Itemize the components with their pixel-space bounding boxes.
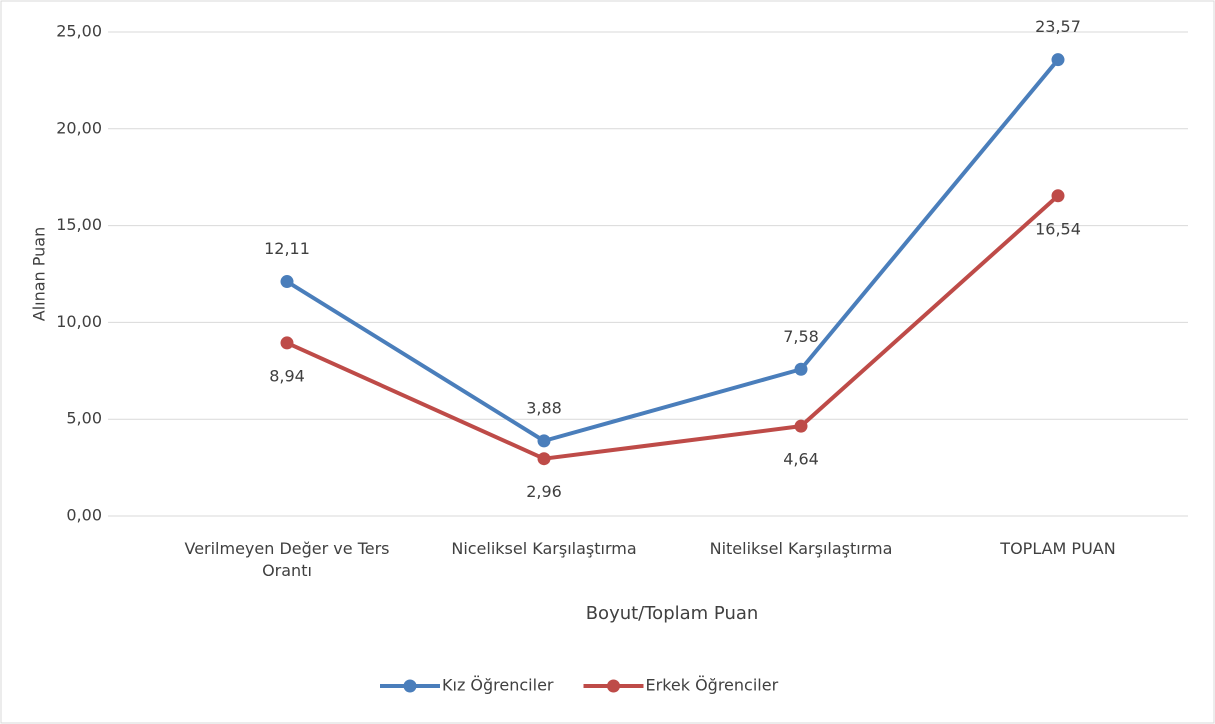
- legend-marker: [403, 679, 417, 693]
- data-label: 12,11: [264, 239, 310, 258]
- data-point: [537, 434, 551, 448]
- legend-label: Erkek Öğrenciler: [646, 676, 779, 695]
- y-tick-label: 15,00: [56, 215, 102, 234]
- y-tick-label: 0,00: [66, 506, 102, 525]
- data-point: [280, 336, 294, 350]
- data-label: 16,54: [1035, 219, 1081, 238]
- x-tick-label: Verilmeyen Değer ve Ters Orantı: [184, 539, 390, 580]
- data-point: [1051, 53, 1065, 67]
- legend-label: Kız Öğrenciler: [442, 676, 554, 695]
- series-line: [285, 58, 1060, 443]
- x-tick-label: Niceliksel Karşılaştırma: [451, 539, 637, 558]
- x-tick-label: TOPLAM PUAN: [1000, 539, 1116, 558]
- data-point: [794, 419, 808, 433]
- data-point: [280, 275, 294, 289]
- x-axis-title: Boyut/Toplam Puan: [586, 603, 759, 624]
- y-tick-label: 10,00: [56, 312, 102, 331]
- data-label: 8,94: [269, 366, 305, 385]
- data-label: 4,64: [783, 450, 819, 469]
- data-label: 3,88: [526, 398, 562, 417]
- y-tick-label: 5,00: [66, 409, 102, 428]
- data-point: [1051, 189, 1065, 203]
- y-tick-label: 25,00: [56, 22, 102, 41]
- y-tick-label: 20,00: [56, 118, 102, 137]
- data-point: [537, 452, 551, 466]
- y-axis-title: Alınan Puan: [30, 227, 49, 321]
- legend-marker: [607, 679, 620, 693]
- data-point: [794, 362, 808, 376]
- data-label: 2,96: [526, 482, 562, 501]
- x-tick-label: Niteliksel Karşılaştırma: [709, 539, 893, 558]
- data-label: 23,57: [1035, 17, 1081, 36]
- series-line: [286, 194, 1060, 461]
- data-label: 7,58: [783, 327, 819, 346]
